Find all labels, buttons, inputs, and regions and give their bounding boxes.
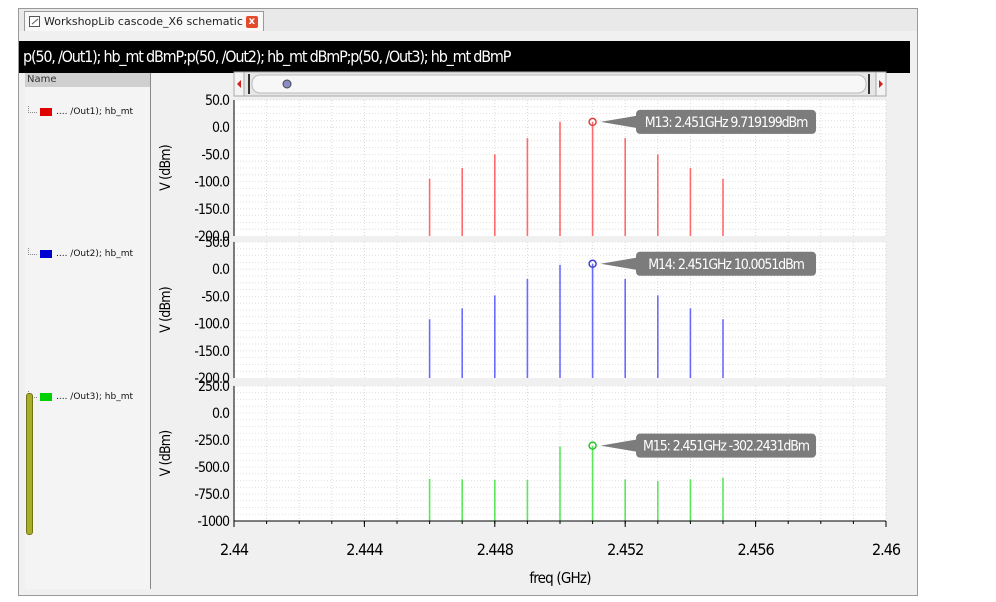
plot-title: p(50, /Out1); hb_mt dBmP;p(50, /Out2); h… [19, 41, 910, 73]
x-tick-label: 2.46 [872, 540, 901, 559]
marker-callout-box[interactable] [636, 433, 816, 458]
marker-point[interactable] [588, 259, 597, 269]
y-tick-label: -150.0 [194, 202, 230, 218]
tab-schematic[interactable]: WorkshopLib cascode_X6 schematic x [24, 11, 264, 31]
x-axis-label: freq (GHz) [529, 569, 591, 587]
y-tick-label: -750.0 [194, 487, 230, 503]
x-tick-label: 2.44 [220, 540, 249, 559]
y-axis-label: V (dBm) [158, 145, 174, 191]
arrow-right-icon [879, 80, 883, 88]
chart-panel-3: 250.0 0.0 -250.0 -500.0 -750.0 -1000 V (dBm) M1… [158, 379, 887, 530]
close-icon[interactable]: x [245, 15, 258, 28]
charts-group: 50.0 0.0 -50.0 -100.0 -150.0 -200.0 V (dBm) M13… [158, 93, 887, 530]
chart-panel-2: 50.0 0.0 -50.0 -100.0 -150.0 -200.0 V (dBm) M14… [158, 235, 887, 387]
marker-callout-box[interactable] [636, 109, 816, 134]
legend-item-out2[interactable]: .... /Out2); hb_mt [28, 247, 133, 259]
x-tick-label: 2.444 [346, 540, 383, 559]
x-axis: 2.44 2.444 2.448 2.452 2.456 2.46 freq (GHz) [220, 520, 902, 587]
y-tick-label: 250.0 [198, 379, 230, 395]
y-tick-label: -200.0 [194, 371, 230, 387]
color-swatch-red [40, 108, 52, 116]
scroll-thumb[interactable] [251, 74, 867, 94]
y-tick-label: 50.0 [205, 93, 230, 109]
x-tick-label: 2.448 [477, 540, 514, 559]
y-tick-label: -1000 [197, 514, 230, 530]
marker-callout-pointer [600, 439, 636, 452]
arrow-left-icon [237, 80, 241, 88]
y-tick-label: -250.0 [194, 433, 230, 449]
y-tick-label: -500.0 [194, 460, 230, 476]
legend-label: .... /Out2); hb_mt [56, 249, 133, 259]
y-tick-label: -50.0 [201, 147, 230, 163]
tree-line [28, 247, 37, 255]
marker-label: M13: 2.451GHz 9.719199dBm [645, 115, 808, 131]
y-tick-label: -200.0 [194, 229, 230, 245]
tab-strip: WorkshopLib cascode_X6 schematic x [19, 9, 917, 31]
y-tick-label: -150.0 [194, 344, 230, 360]
x-tick-label: 2.456 [737, 540, 774, 559]
x-tick-label: 2.452 [607, 540, 643, 559]
tree-line [28, 105, 37, 113]
y-tick-label: 0.0 [212, 120, 230, 136]
schematic-icon [29, 16, 40, 27]
marker-point[interactable] [588, 117, 597, 127]
marker-callout-pointer [600, 115, 636, 128]
sidebar-header: Name [25, 73, 150, 87]
scroll-position-dot[interactable] [282, 79, 292, 89]
color-swatch-blue [40, 250, 52, 258]
y-axis-label: V (dBm) [158, 287, 174, 333]
y-axis-label: V (dBm) [158, 431, 174, 477]
legend-label: .... /Out3); hb_mt [56, 392, 133, 402]
trace-sidebar: Name .... /Out1); hb_mt .... /Out2); hb_… [25, 73, 151, 589]
marker-point[interactable] [588, 441, 597, 450]
y-tick-label: -100.0 [194, 175, 230, 191]
y-tick-label: 0.0 [212, 406, 230, 422]
zoom-scrollbar[interactable] [233, 71, 887, 97]
chart-panel-1: 50.0 0.0 -50.0 -100.0 -150.0 -200.0 V (dBm) M13… [158, 93, 887, 245]
color-swatch-green [40, 393, 52, 401]
selection-handle[interactable] [26, 393, 33, 535]
legend-item-out1[interactable]: .... /Out1); hb_mt [28, 105, 133, 117]
marker-label: M15: 2.451GHz -302.2431dBm [643, 439, 810, 455]
legend-label: .... /Out1); hb_mt [56, 107, 133, 117]
marker-label: M14: 2.451GHz 10.0051dBm [648, 257, 804, 273]
marker-callout-pointer [600, 257, 636, 270]
tab-title: WorkshopLib cascode_X6 schematic [44, 15, 243, 28]
y-tick-label: 0.0 [212, 262, 230, 278]
y-tick-label: -100.0 [194, 317, 230, 333]
y-tick-label: -50.0 [201, 289, 230, 305]
marker-callout-box[interactable] [636, 251, 816, 276]
y-tick-label: 50.0 [205, 235, 230, 251]
